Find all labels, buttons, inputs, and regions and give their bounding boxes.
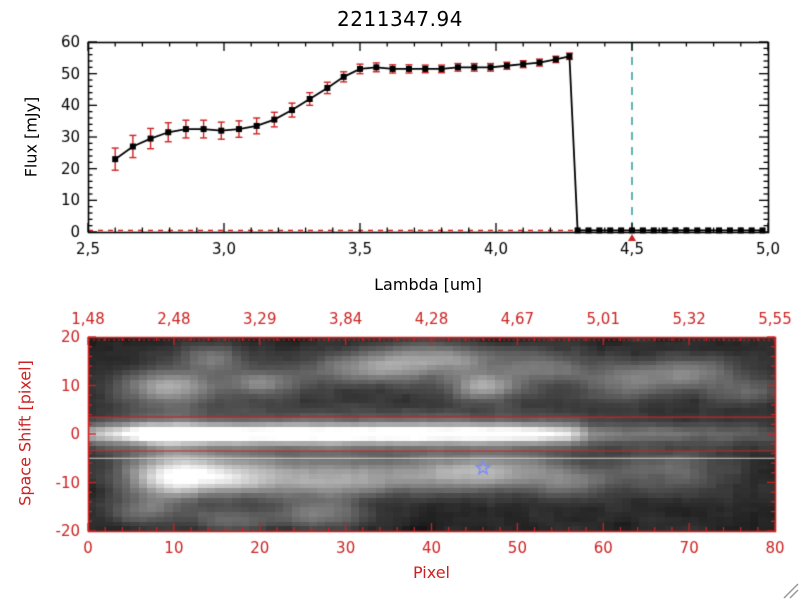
pixel-axis-label: Pixel xyxy=(412,563,450,582)
space-shift-axis-label: Space Shift [pixel] xyxy=(15,360,35,506)
page-title: 2211347.94 xyxy=(337,7,463,31)
flux-axis-label: Flux [mJy] xyxy=(21,96,41,178)
lambda-axis-label: Lambda [um] xyxy=(374,275,482,294)
resize-handle-icon[interactable] xyxy=(781,581,799,599)
